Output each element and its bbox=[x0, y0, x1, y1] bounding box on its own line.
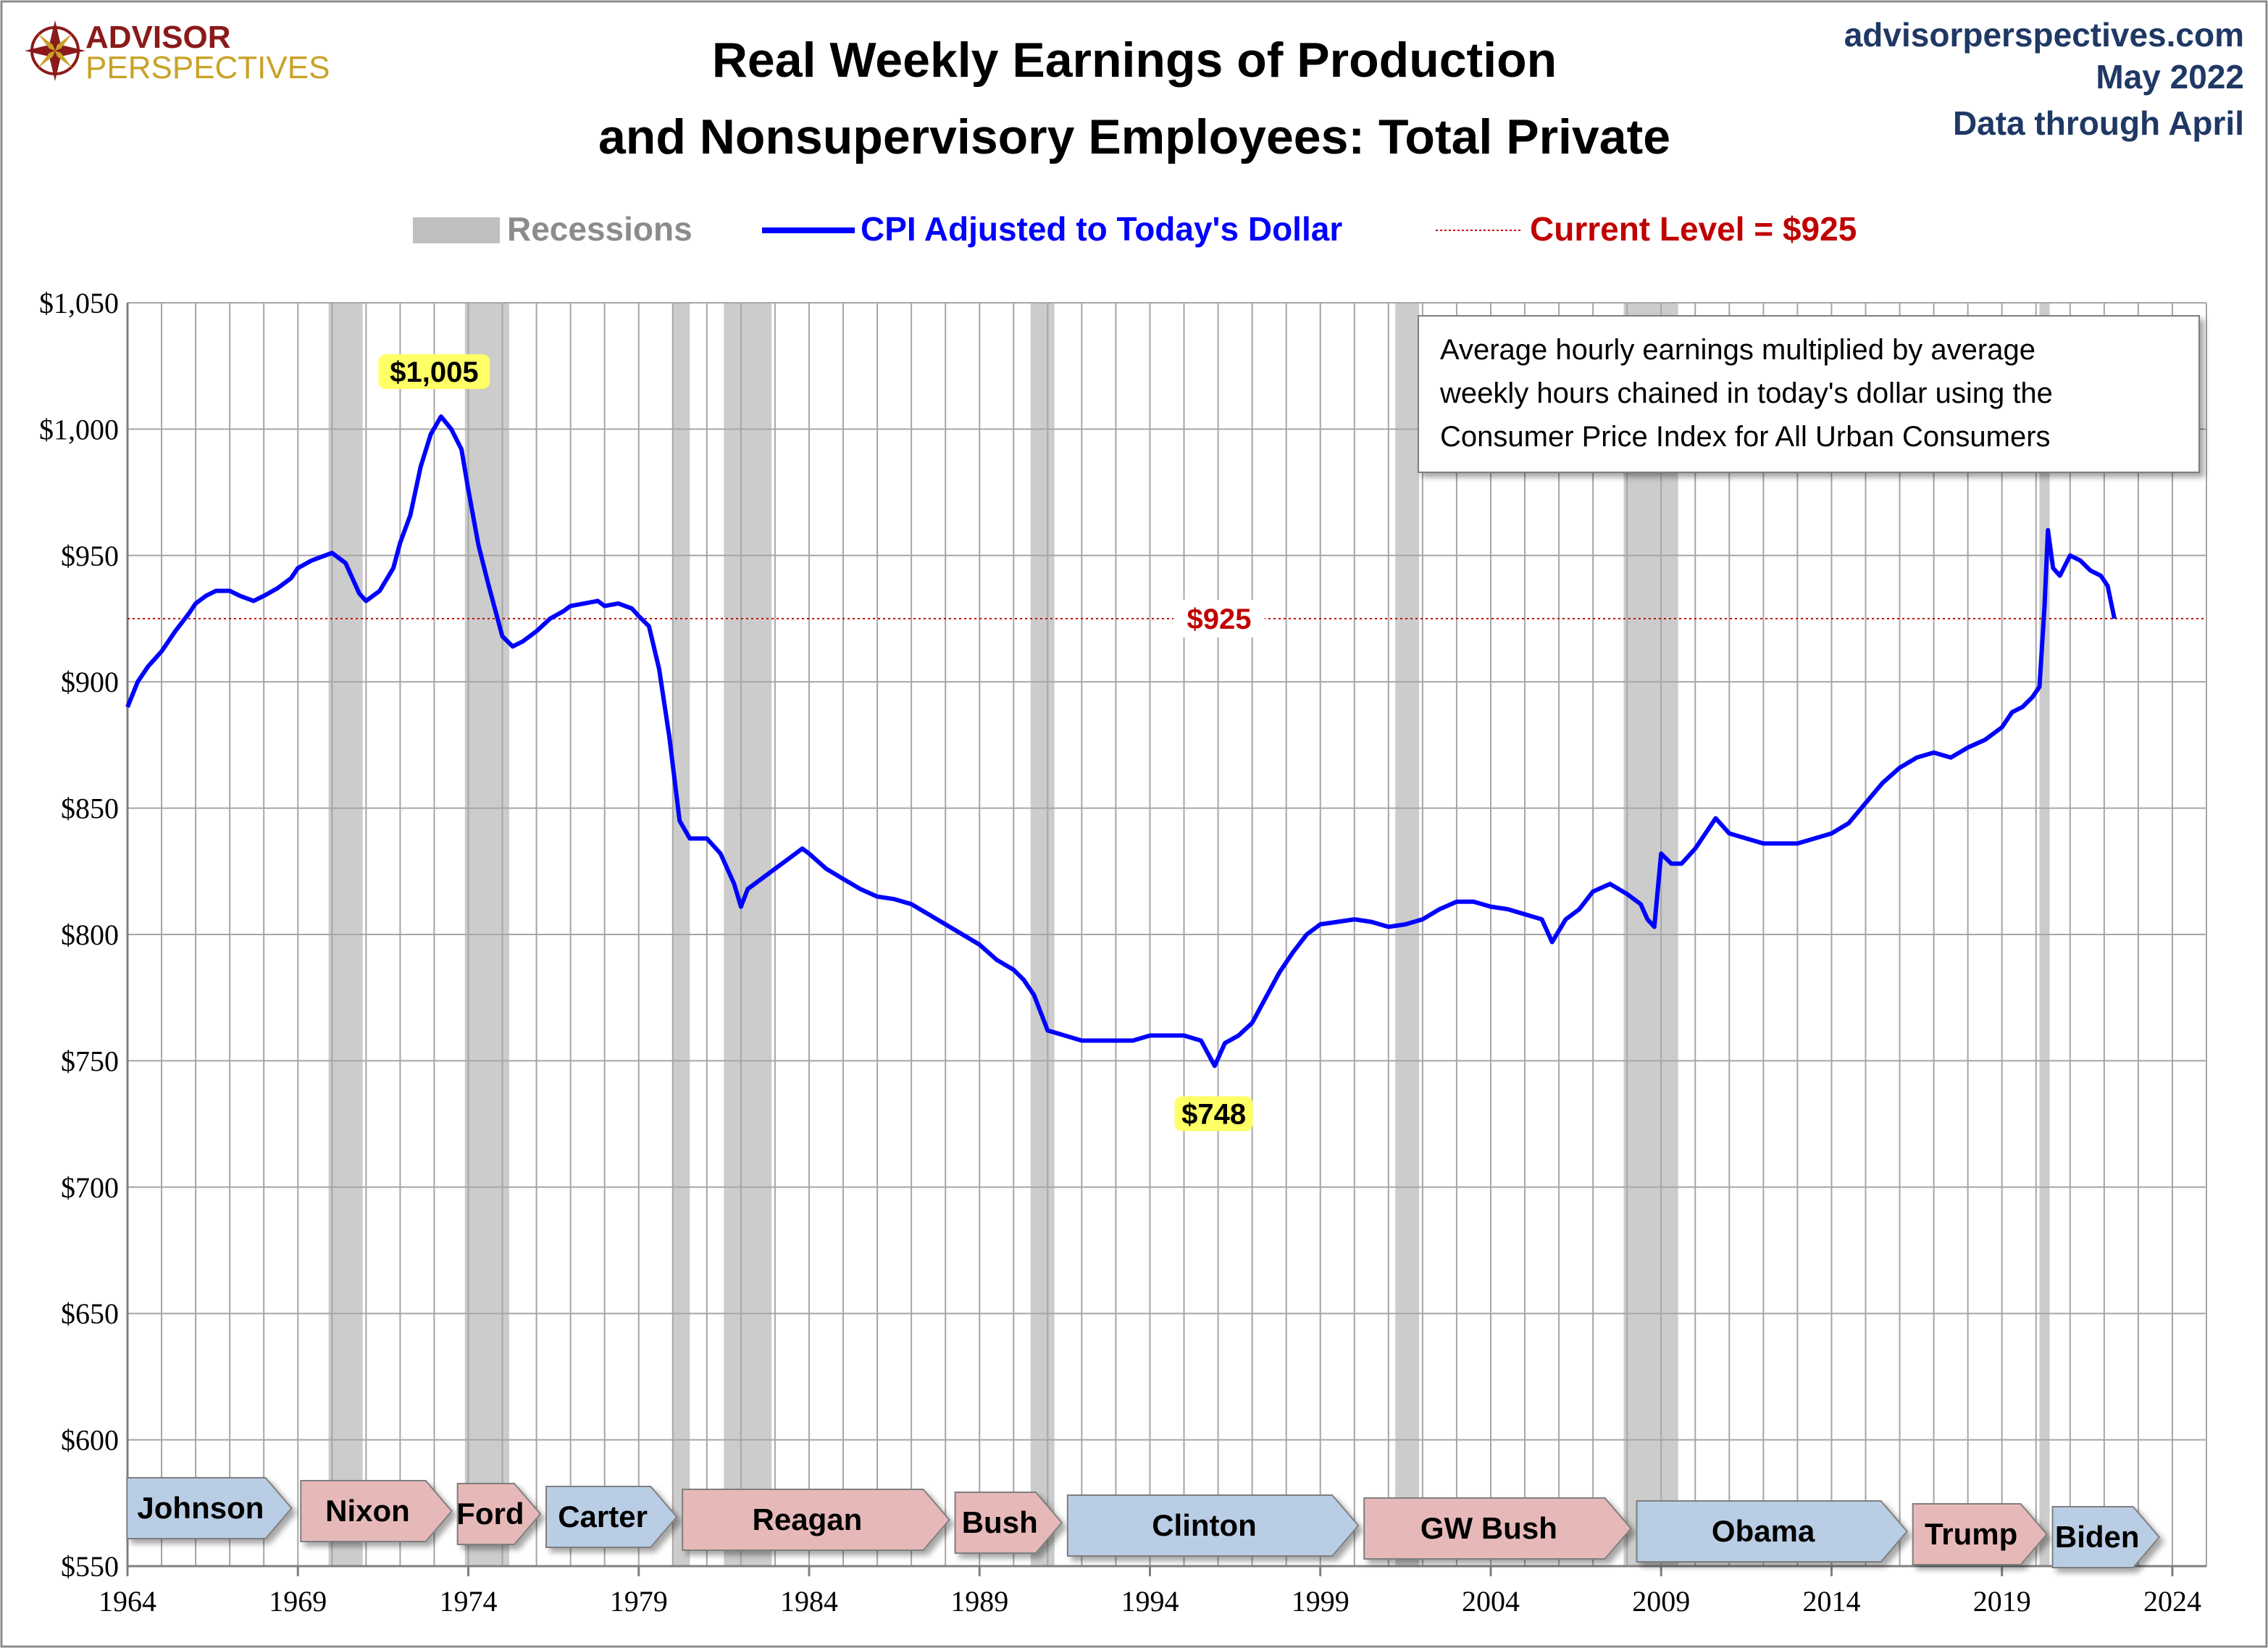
annotation-box-frame bbox=[1418, 315, 2200, 473]
president-label: Obama bbox=[1712, 1514, 1815, 1548]
x-tick-label: 1984 bbox=[780, 1585, 838, 1618]
y-tick-label: $800 bbox=[61, 919, 119, 951]
x-tick-label: 1979 bbox=[610, 1585, 668, 1618]
publish-date: May 2022 bbox=[2096, 58, 2244, 96]
president-arrow bbox=[1363, 1497, 1632, 1560]
y-tick-label: $650 bbox=[61, 1297, 119, 1330]
series-line-group bbox=[125, 414, 2117, 1068]
y-tick-label: $950 bbox=[61, 540, 119, 572]
annotation-line1: Average hourly earnings multiplied by av… bbox=[1440, 334, 2035, 366]
x-tick-label: 1999 bbox=[1292, 1585, 1349, 1618]
y-tick-label: $700 bbox=[61, 1171, 119, 1204]
president-label: Bush bbox=[962, 1505, 1038, 1539]
current-level-label: $925 bbox=[1187, 603, 1252, 635]
series-line bbox=[125, 414, 2117, 1068]
president-arrow bbox=[954, 1492, 1063, 1554]
x-tick-label: 2019 bbox=[1973, 1585, 2031, 1618]
annotation-line2: weekly hours chained in today's dollar u… bbox=[1439, 377, 2053, 409]
annotation-line3: Consumer Price Index for All Urban Consu… bbox=[1440, 421, 2051, 453]
y-tick-label: $750 bbox=[61, 1045, 119, 1077]
current-level-label-bg bbox=[1173, 600, 1265, 637]
annotation-label: $748 bbox=[1181, 1098, 1246, 1130]
legend-current: Current Level = $925 bbox=[1530, 210, 1857, 248]
x-tick-label: 2014 bbox=[1802, 1585, 1860, 1618]
president-arrow bbox=[456, 1483, 542, 1545]
president-arrow bbox=[545, 1486, 678, 1548]
president-arrow bbox=[1066, 1494, 1360, 1557]
chart-title-line1: Real Weekly Earnings of Production bbox=[712, 33, 1557, 88]
x-tick-label: 2024 bbox=[2143, 1585, 2201, 1618]
current-level-line: $925 bbox=[127, 600, 2206, 637]
y-tick-label: $550 bbox=[61, 1550, 119, 1583]
x-tick-label: 1964 bbox=[99, 1585, 156, 1618]
president-label: Johnson bbox=[137, 1491, 264, 1525]
logo-line1: ADVISOR bbox=[85, 20, 230, 55]
president-label: GW Bush bbox=[1420, 1511, 1557, 1545]
president-label: Clinton bbox=[1152, 1508, 1257, 1542]
site-url: advisorperspectives.com bbox=[1844, 16, 2244, 54]
president-label: Ford bbox=[456, 1497, 524, 1531]
president-label: Biden bbox=[2055, 1520, 2140, 1554]
annotation-highlight bbox=[1174, 1096, 1253, 1132]
president-label: Trump bbox=[1925, 1517, 2017, 1551]
x-tick-label: 1989 bbox=[950, 1585, 1008, 1618]
x-tick-label: 1969 bbox=[269, 1585, 327, 1618]
axes: $550 $600 $650 $700 $750 $800 $850 $900 $950 $1,0… bbox=[39, 287, 2206, 1618]
y-tick-label: $1,050 bbox=[39, 287, 119, 319]
annotation-highlight bbox=[378, 354, 490, 389]
president-arrow bbox=[126, 1477, 293, 1539]
y-tick-label: $850 bbox=[61, 792, 119, 825]
x-tick-label: 1994 bbox=[1121, 1585, 1179, 1618]
president-label: Nixon bbox=[325, 1494, 410, 1528]
legend-recessions: Recessions bbox=[507, 210, 692, 248]
chart-title-line2: and Nonsupervisory Employees: Total Priv… bbox=[598, 109, 1670, 164]
logo: ADVISOR PERSPECTIVES bbox=[25, 20, 330, 85]
gridlines bbox=[127, 302, 2207, 1567]
y-tick-label: $900 bbox=[61, 666, 119, 698]
legend-series: CPI Adjusted to Today's Dollar bbox=[861, 210, 1342, 248]
president-label: Reagan bbox=[753, 1502, 863, 1536]
x-tick-label: 2009 bbox=[1632, 1585, 1690, 1618]
president-label: Carter bbox=[558, 1499, 648, 1534]
data-through: Data through April bbox=[1953, 104, 2244, 142]
president-arrows: Johnson Nixon Ford Carter Reagan Bush Clinton G… bbox=[126, 1477, 2161, 1568]
annotations: $1,005 $748 bbox=[378, 354, 1253, 1132]
president-arrow bbox=[2051, 1506, 2161, 1568]
annotation-label: $1,005 bbox=[390, 356, 478, 388]
president-arrow bbox=[1912, 1503, 2048, 1565]
annotation-box: Average hourly earnings multiplied by av… bbox=[1418, 315, 2200, 473]
legend: Recessions CPI Adjusted to Today's Dolla… bbox=[413, 210, 1857, 248]
x-tick-label: 1974 bbox=[439, 1585, 497, 1618]
president-arrow bbox=[1636, 1500, 1908, 1563]
logo-line2: PERSPECTIVES bbox=[85, 50, 330, 85]
compass-rose-icon bbox=[25, 20, 85, 81]
x-tick-label: 2004 bbox=[1462, 1585, 1520, 1618]
president-arrow bbox=[300, 1480, 453, 1542]
president-arrow bbox=[682, 1489, 950, 1551]
y-tick-label: $1,000 bbox=[39, 413, 119, 446]
legend-recession-swatch bbox=[413, 217, 500, 243]
y-tick-label: $600 bbox=[61, 1424, 119, 1457]
